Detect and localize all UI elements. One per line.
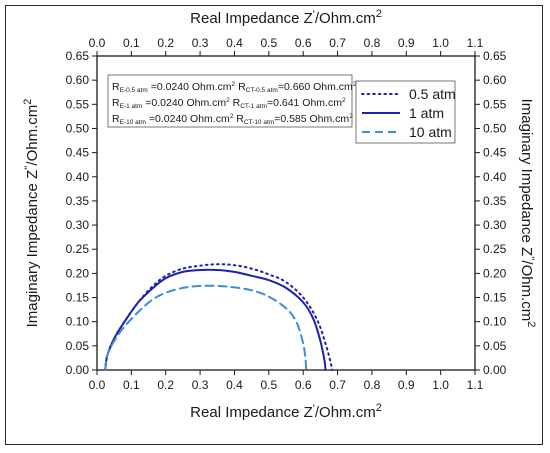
y-tick-label-left: 0.05 (66, 339, 90, 353)
y-tick-label-left: 0.35 (66, 194, 90, 208)
annotation-line-10atm: RE-10 atm =0.0240 Ohm.cm2 RCT-10 atm=0.5… (112, 113, 353, 126)
annotation-box: RE-0.5 atm =0.0240 Ohm.cm2 RCT-0.5 atm=0… (107, 74, 357, 128)
legend: 0.5 atm 1 atm 10 atm (355, 80, 456, 144)
y-tick-label-left: 0.30 (66, 218, 90, 232)
series-line-1atm (104, 268, 327, 371)
right-axis-title: Imaginary Impedance Z''/Ohm.cm2 (518, 99, 537, 328)
legend-label-0.5atm: 0.5 atm (409, 86, 456, 102)
y-tick-label-right: 0.25 (483, 242, 507, 256)
y-tick-label-right: 0.00 (483, 363, 507, 377)
y-tick-label-right: 0.10 (483, 315, 507, 329)
y-tick-label-left: 0.45 (66, 146, 90, 160)
x-tick-label-top: 0.1 (123, 36, 140, 50)
x-tick-label-bottom: 0.4 (226, 378, 243, 392)
y-tick-label-right: 0.30 (483, 218, 507, 232)
x-tick-label-top: 0.2 (157, 36, 174, 50)
x-tick-label-bottom: 1.0 (432, 378, 449, 392)
annotation-line-0.5atm: RE-0.5 atm =0.0240 Ohm.cm2 RCT-0.5 atm=0… (112, 81, 357, 94)
x-tick-label-top: 0.8 (364, 36, 381, 50)
x-tick-label-top: 0.7 (329, 36, 346, 50)
y-tick-label-left: 0.65 (66, 49, 90, 63)
y-tick-label-right: 0.35 (483, 194, 507, 208)
top-axis-title: Real Impedance Z'/Ohm.cm2 (190, 8, 382, 27)
y-tick-label-right: 0.15 (483, 291, 507, 305)
x-tick-label-top: 0.6 (295, 36, 312, 50)
x-tick-label-bottom: 0.3 (192, 378, 209, 392)
y-tick-label-right: 0.40 (483, 170, 507, 184)
x-tick-label-bottom: 0.9 (398, 378, 415, 392)
x-tick-label-bottom: 0.7 (329, 378, 346, 392)
y-tick-label-left: 0.25 (66, 242, 90, 256)
y-tick-label-left: 0.20 (66, 266, 90, 280)
x-tick-label-bottom: 0.5 (260, 378, 277, 392)
annotation-border (107, 74, 353, 128)
x-tick-label-bottom: 0.8 (364, 378, 381, 392)
y-tick-label-left: 0.10 (66, 315, 90, 329)
y-tick-label-left: 0.60 (66, 73, 90, 87)
x-tick-label-top: 0.0 (89, 36, 106, 50)
series-line-10atm (104, 284, 308, 371)
y-tick-label-left: 0.15 (66, 291, 90, 305)
x-tick-label-top: 0.4 (226, 36, 243, 50)
x-tick-label-top: 0.3 (192, 36, 209, 50)
bottom-axis-title: Real Impedance Z'/Ohm.cm2 (190, 402, 382, 421)
series-line-0.5atm (104, 263, 333, 371)
x-tick-label-bottom: 0.6 (295, 378, 312, 392)
x-tick-label-top: 0.5 (260, 36, 277, 50)
ticks-layer: 0.00.00.10.10.20.20.30.30.40.40.50.50.60… (66, 36, 507, 392)
x-tick-label-top: 0.9 (398, 36, 415, 50)
figure-frame (5, 5, 543, 445)
plot-area-border (96, 55, 476, 371)
x-tick-label-bottom: 0.1 (123, 378, 140, 392)
x-tick-label-bottom: 1.1 (467, 378, 484, 392)
annotation-line-1atm: RE-1 atm =0.0240 Ohm.cm2 RCT-1 atm=0.641… (112, 97, 346, 110)
x-tick-label-bottom: 0.2 (157, 378, 174, 392)
x-tick-label-bottom: 0.0 (89, 378, 106, 392)
y-tick-label-right: 0.20 (483, 266, 507, 280)
y-tick-label-right: 0.60 (483, 73, 507, 87)
series-layer (104, 263, 333, 371)
legend-label-10atm: 10 atm (409, 124, 452, 140)
y-tick-label-right: 0.50 (483, 121, 507, 135)
y-tick-label-left: 0.55 (66, 97, 90, 111)
left-axis-title: Imaginary Impedance Z''/Ohm.cm2 (22, 99, 41, 328)
y-tick-label-left: 0.40 (66, 170, 90, 184)
y-tick-label-left: 0.50 (66, 121, 90, 135)
y-tick-label-right: 0.05 (483, 339, 507, 353)
y-tick-label-right: 0.55 (483, 97, 507, 111)
x-tick-label-top: 1.1 (467, 36, 484, 50)
y-tick-label-left: 0.00 (66, 363, 90, 377)
x-tick-label-top: 1.0 (432, 36, 449, 50)
legend-label-1atm: 1 atm (409, 105, 444, 121)
y-tick-label-right: 0.45 (483, 146, 507, 160)
y-tick-label-right: 0.65 (483, 49, 507, 63)
